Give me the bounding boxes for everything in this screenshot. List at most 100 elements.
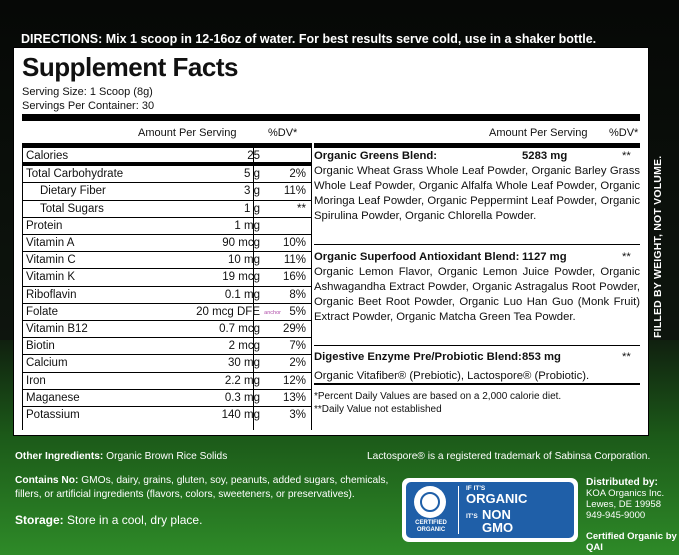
panel-title: Supplement Facts (22, 52, 238, 82)
storage: Storage: Store in a cool, dry place. (15, 513, 202, 527)
blend-amount: 1127 mg (522, 251, 567, 263)
gmo-text: GMO (482, 520, 514, 535)
organic-text: ORGANIC (466, 491, 528, 506)
nutrient-name: Iron (26, 374, 46, 387)
nutrient-amount: 0.1 mg (224, 288, 260, 301)
top-rule (22, 114, 640, 121)
nutrient-dv: 29% (282, 323, 306, 335)
nutrient-name: Calories (26, 150, 69, 162)
blend-amount-header: Amount Per Serving (489, 127, 588, 139)
contains-no: Contains No: GMOs, dairy, grains, gluten… (15, 475, 388, 486)
nutrient-dv: 16% (282, 271, 306, 284)
blend-name: Organic Superfood Antioxidant Blend: (314, 251, 520, 263)
nutrient-amount: 0.7 mcg (219, 323, 260, 335)
non-gmo-badge: IF IT'S ORGANIC IT'S NON GMO (466, 485, 566, 535)
logo-separator (458, 486, 459, 534)
nutrient-row: Riboflavin 0.1 mg 8% (22, 285, 312, 303)
nutrient-table (22, 148, 312, 430)
nutrient-amount: 5 g (244, 168, 260, 181)
nutrient-name: Riboflavin (26, 288, 77, 301)
footnote-not-established: **Daily Value not established (314, 404, 442, 415)
directions-text: DIRECTIONS: Mix 1 scoop in 12-16oz of wa… (21, 32, 597, 46)
nutrient-row: Biotin 2 mcg 7% (22, 337, 312, 354)
nutrient-amount: 140 mg (221, 409, 260, 421)
amount-header: Amount Per Serving (138, 127, 237, 139)
nutrient-row: Total Sugars 1 g ** (22, 199, 312, 217)
nutrient-name: Vitamin A (26, 237, 75, 249)
nutrient-name: Biotin (26, 340, 55, 353)
blend-dv: ** (622, 251, 631, 263)
blend-amount: 853 mg (522, 351, 561, 363)
nutrient-name: Protein (26, 219, 63, 232)
nutrient-amount: 10 mg (228, 254, 260, 267)
blend-description: Organic Lemon Flavor, Organic Lemon Juic… (314, 266, 640, 323)
certification-logo: CERTIFIED ORGANIC IF IT'S ORGANIC IT'S NO… (402, 478, 578, 542)
nutrient-name: Vitamin C (26, 254, 76, 267)
nutrient-dv: 5% (289, 305, 306, 318)
nutrient-row: Total Carbohydrate 5 g 2% (22, 165, 312, 182)
right-column-header: Amount Per Serving %DV* (314, 126, 640, 142)
qai-seal-icon (414, 486, 446, 518)
nutrient-amount: 30 mg (228, 357, 260, 370)
nutrient-dv: 7% (289, 340, 306, 353)
nutrient-amount: 1 g (244, 202, 260, 215)
contains-no-label: Contains No: (15, 475, 79, 486)
nutrient-row: Maganese 0.3 mg 13% (22, 388, 312, 406)
blend-description: Organic Wheat Grass Whole Leaf Powder, O… (314, 165, 640, 222)
trademark-note: Lactospore® is a registered trademark of… (367, 451, 651, 462)
anchor-note: anchor (264, 309, 281, 316)
nutrient-name: Potassium (26, 409, 80, 421)
nutrient-row: Calories 25 (22, 148, 312, 166)
blend-amount: 5283 mg (522, 150, 568, 162)
nutrient-amount: 19 mcg (222, 271, 260, 284)
nutrient-dv: 2% (289, 168, 306, 181)
if-its-text: IF IT'S (466, 485, 486, 492)
blend-antioxidant: Organic Superfood Antioxidant Blend: 1127… (314, 250, 640, 325)
nutrient-dv: 12% (282, 374, 306, 387)
nutrient-row: Potassium 140 mg 3% (22, 406, 312, 423)
blend-greens: Organic Greens Blend: 5283 mg ** Organic W… (314, 149, 640, 224)
nutrient-dv: 8% (289, 288, 306, 301)
amount-dv-divider (253, 148, 254, 430)
nutrient-amount: 25 (247, 150, 260, 162)
nutrient-dv: 13% (282, 391, 306, 404)
left-header-rule (22, 143, 312, 148)
distributor-block: Distributed by: KOA Organics Inc. Lewes,… (586, 477, 664, 521)
nutrient-dv: 10% (282, 237, 306, 249)
nutrient-amount: 1 mg (234, 219, 260, 232)
nutrient-amount: 0.3 mg (224, 391, 260, 404)
serving-size: Serving Size: 1 Scoop (8g) (22, 86, 153, 98)
blend-description: Organic Vitafiber® (Prebiotic), Lactospo… (314, 370, 590, 382)
nutrient-dv: 11% (283, 254, 306, 267)
nutrient-row: Dietary Fiber 3 g 11% (22, 182, 312, 199)
other-ingredients-value: Organic Brown Rice Solids (106, 451, 228, 462)
distributor-name: KOA Organics Inc. (586, 488, 665, 499)
blend-dv-header: %DV* (609, 127, 639, 139)
nutrient-row: Vitamin B12 0.7 mcg 29% (22, 320, 312, 337)
dv-header: %DV* (268, 127, 298, 139)
nutrient-name: Dietary Fiber (40, 185, 106, 198)
nutrient-name: Total Sugars (40, 202, 104, 215)
supplement-facts-panel: Supplement Facts Serving Size: 1 Scoop (… (13, 47, 649, 436)
nutrient-name: Total Carbohydrate (26, 168, 124, 181)
nutrient-amount: 20 mcg DFE (196, 305, 260, 318)
nutrient-row: Vitamin C 10 mg 11% (22, 251, 312, 268)
nutrient-dv: 3% (289, 409, 306, 421)
nutrient-row: Vitamin A 90 mcg 10% (22, 234, 312, 251)
blend-name: Organic Greens Blend: (314, 150, 438, 162)
storage-value: Store in a cool, dry place. (67, 513, 203, 527)
storage-label: Storage: (15, 513, 64, 527)
nutrient-name: Maganese (26, 391, 80, 404)
non-text: NON (482, 507, 511, 522)
blend-dv: ** (622, 150, 631, 162)
fill-weight-note: FILLED BY WEIGHT, NOT VOLUME. (652, 155, 664, 338)
distributor-label: Distributed by: (586, 477, 658, 488)
footnote-rule (314, 383, 640, 385)
right-header-rule (314, 143, 640, 148)
distributor-phone: 949-945-9000 (586, 510, 646, 521)
contains-no-line2: fillers, or artificial ingredients (flav… (15, 489, 355, 500)
nutrient-row: Folate 20 mcg DFE 5% anchor (22, 302, 312, 320)
nutrient-row: Calcium 30 mg 2% (22, 354, 312, 371)
certified-organic-label: CERTIFIED ORGANIC (415, 520, 447, 533)
nutrient-amount: 2.2 mg (224, 374, 260, 387)
